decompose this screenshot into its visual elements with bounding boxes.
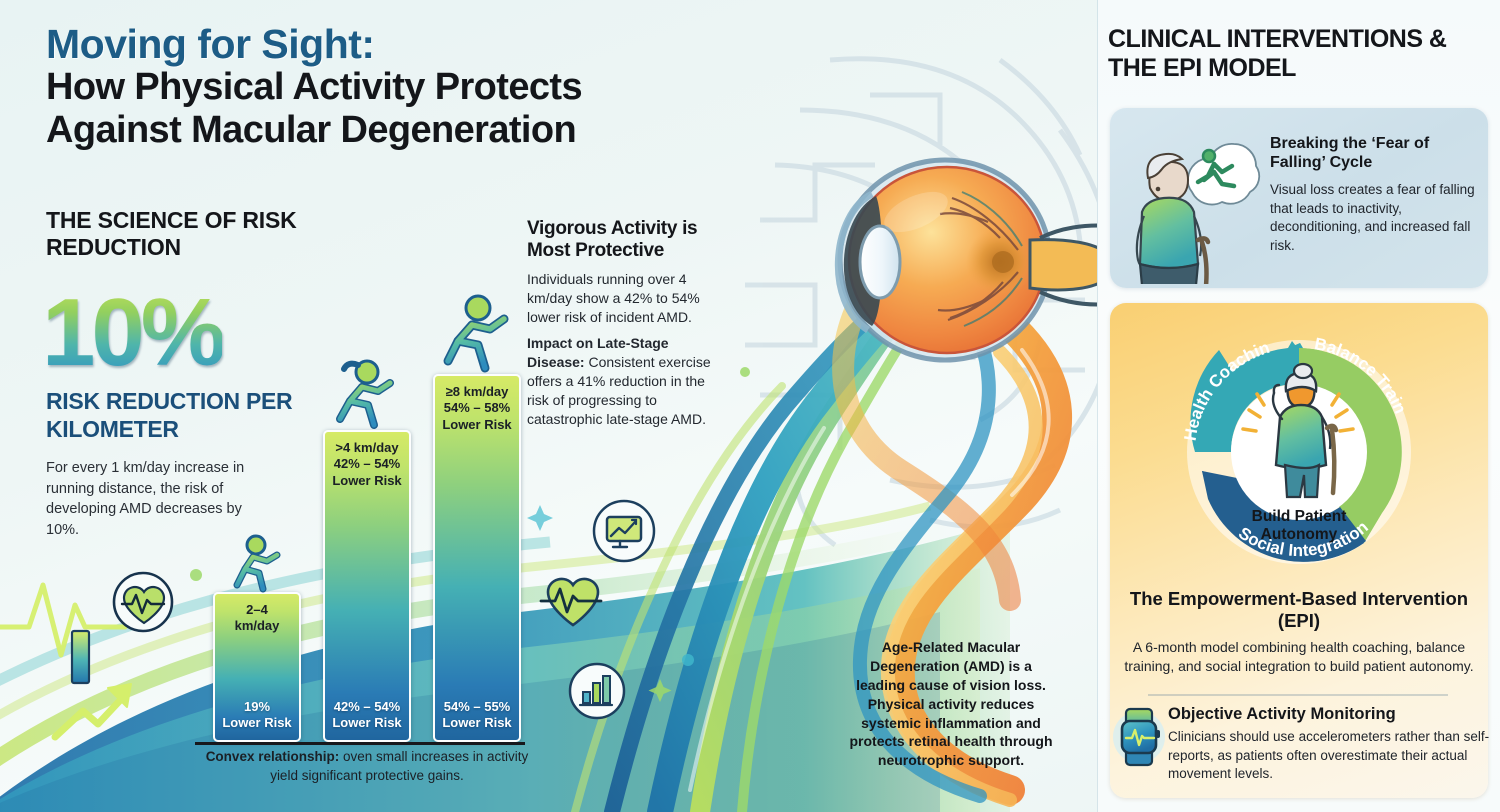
page-title: Moving for Sight: How Physical Activity … bbox=[46, 22, 766, 151]
epi-title: The Empowerment-Based Intervention (EPI) bbox=[1129, 588, 1469, 632]
vigorous-paragraph-2-rest: Consistent exercise offers a 41% reducti… bbox=[527, 353, 711, 428]
title-line-3: Against Macular Degeneration bbox=[46, 108, 577, 151]
sparkle-rays-icon bbox=[1241, 392, 1355, 433]
eye-anatomy-illustration bbox=[835, 157, 1111, 363]
empowered-patient-icon bbox=[1241, 362, 1355, 499]
chart-caption-rest: oven small increases in activity yield s… bbox=[270, 749, 529, 783]
falling-person-icon bbox=[1195, 161, 1237, 189]
card-fear-of-falling: Breaking the ‘Fear of Falling’ Cycle Vis… bbox=[1110, 108, 1488, 288]
vigorous-paragraph-2-bold: Impact on Late-Stage Disease: bbox=[527, 334, 669, 370]
epi-cycle-diagram: Health Coaching Balance Training Social … bbox=[1168, 321, 1411, 564]
card-fear-body: Visual loss creates a fear of falling th… bbox=[1270, 182, 1475, 253]
vigorous-paragraph-1: Individuals running over 4 km/day show a… bbox=[527, 270, 700, 325]
vigorous-activity-block: Vigorous Activity is Most Protective Ind… bbox=[527, 218, 727, 429]
chart-bar-1: 2–4 km/day 19% Lower Risk bbox=[213, 592, 301, 742]
objective-activity-monitoring-block: Objective Activity Monitoring Clinicians… bbox=[1110, 702, 1490, 798]
runner-medium-icon bbox=[336, 359, 394, 429]
card-fear-title: Breaking the ‘Fear of Falling’ Cycle bbox=[1270, 135, 1430, 172]
chart-bar-2-bottom-label: 42% – 54% Lower Risk bbox=[332, 698, 402, 730]
vigorous-heading: Vigorous Activity is Most Protective bbox=[527, 218, 698, 262]
epi-body: A 6-month model combining health coachin… bbox=[1124, 639, 1474, 675]
chart-bar-1-bottom-label: 19% Lower Risk bbox=[222, 698, 292, 730]
stat-big-number-body: For every 1 km/day increase in running d… bbox=[46, 460, 245, 538]
epi-segment-social-integration bbox=[1202, 471, 1366, 562]
bar-chart-icon bbox=[568, 662, 626, 720]
chart-bar-2: >4 km/day 42% – 54% Lower Risk 42% – 54%… bbox=[323, 430, 411, 742]
elderly-person-thought-bubble-illustration bbox=[1135, 143, 1261, 284]
stat-big-number: 10% bbox=[42, 279, 226, 386]
risk-reduction-bar-chart: 2–4 km/day 19% Lower Risk >4 km/day 42% … bbox=[195, 294, 525, 745]
growth-arrow-icon bbox=[51, 629, 132, 741]
chart-bar-3-top-label: ≥8 km/day 54% – 58% Lower Risk bbox=[442, 384, 512, 432]
sparkle-icon bbox=[190, 367, 750, 702]
elderly-person-icon bbox=[1135, 152, 1211, 284]
card-epi-model: Health Coaching Balance Training Social … bbox=[1110, 303, 1488, 798]
chart-caption: Convex relationship: oven small increase… bbox=[192, 748, 542, 786]
stat-big-number-subtitle: RISK REDUCTION PER KILOMETER bbox=[46, 388, 293, 442]
section-heading-risk-reduction: THE SCIENCE OF RISK REDUCTION bbox=[46, 207, 297, 261]
title-line-1: Moving for Sight: bbox=[46, 21, 375, 67]
chart-baseline-axis bbox=[195, 742, 525, 745]
runner-small-icon bbox=[233, 534, 281, 593]
title-line-2: How Physical Activity Protects bbox=[46, 66, 583, 109]
epi-divider bbox=[1148, 694, 1448, 696]
chart-bar-2-top-label: >4 km/day 42% – 54% Lower Risk bbox=[332, 440, 402, 488]
oam-body: Clinicians should use accelerometers rat… bbox=[1168, 729, 1490, 782]
chart-caption-bold: Convex relationship: bbox=[205, 749, 340, 764]
vigorous-paragraph-2: Impact on Late-Stage Disease: Consistent… bbox=[527, 334, 727, 429]
runner-large-icon bbox=[443, 294, 509, 373]
right-panel-heading: CLINICAL INTERVENTIONS & THE EPI MODEL bbox=[1108, 25, 1447, 82]
epi-center-line-1: Build Patient bbox=[1252, 508, 1347, 525]
chart-bar-3-bottom-label: 54% – 55% Lower Risk bbox=[442, 698, 512, 730]
chart-bar-3: ≥8 km/day 54% – 58% Lower Risk 54% – 55%… bbox=[433, 374, 521, 742]
heart-pulse-icon bbox=[539, 577, 603, 627]
monitor-trend-icon bbox=[592, 499, 656, 563]
epi-center-line-2: Autonomy bbox=[1261, 526, 1338, 543]
chart-bar-1-top-label: 2–4 km/day bbox=[234, 602, 280, 634]
amd-center-caption: Age-Related Macular Degeneration (AMD) i… bbox=[849, 639, 1053, 769]
heartbeat-line-icon bbox=[0, 582, 128, 658]
heart-rate-badge-icon bbox=[112, 571, 174, 633]
smartwatch-icon bbox=[1113, 707, 1165, 767]
oam-title: Objective Activity Monitoring bbox=[1168, 705, 1396, 723]
